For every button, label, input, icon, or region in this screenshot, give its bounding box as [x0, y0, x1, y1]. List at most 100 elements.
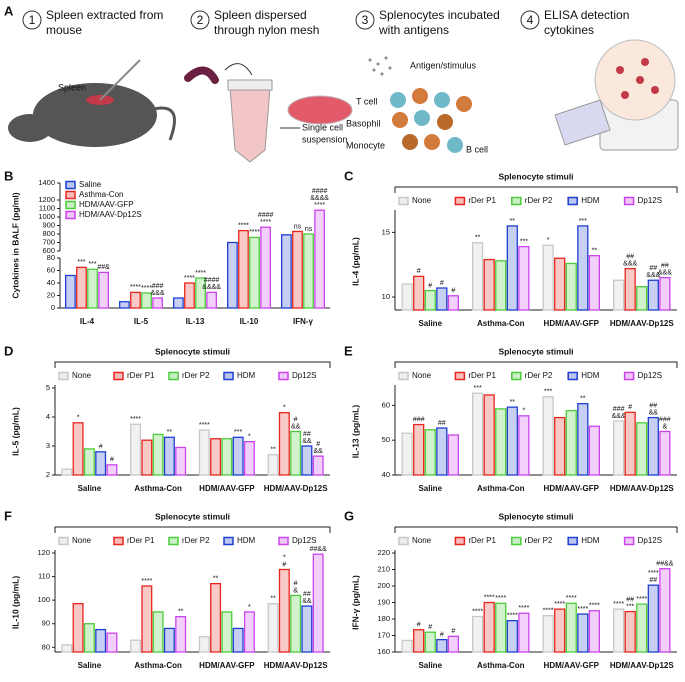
bar	[565, 262, 577, 311]
bar	[152, 433, 164, 476]
x-tick-label: HDM/AAV-Dp12S	[264, 484, 329, 493]
step-number: 4	[527, 13, 534, 27]
x-tick-label: IL-4	[80, 317, 95, 326]
bar	[210, 438, 222, 476]
bracket	[394, 186, 678, 193]
y-tick-label: 40	[382, 470, 390, 479]
annotation: #	[316, 441, 320, 448]
bar	[249, 236, 260, 309]
step-text: Spleen extracted from	[46, 8, 163, 22]
legend-label: None	[72, 536, 92, 545]
bar	[647, 279, 659, 311]
legend-swatch	[398, 371, 409, 381]
bar	[506, 620, 518, 653]
annotation: ##	[649, 265, 657, 272]
panel-a: A 1 Spleen extracted from mouse 2 Spleen…	[4, 3, 679, 163]
annotation: #	[294, 580, 298, 587]
bar	[175, 446, 187, 476]
spleen-piece	[184, 66, 219, 84]
bar	[483, 394, 495, 476]
bar	[312, 455, 324, 476]
bar	[238, 229, 249, 309]
annotation: ****	[518, 605, 529, 612]
annotation: ***	[474, 385, 482, 392]
bar	[198, 429, 210, 476]
y-tick-label: 110	[38, 572, 50, 581]
legend-label: Saline	[79, 180, 102, 189]
chart-title: Splenocyte stimuli	[498, 346, 573, 356]
panel-label: A	[4, 3, 14, 18]
bar	[152, 611, 164, 653]
bar	[210, 582, 222, 653]
legend-swatch	[567, 371, 578, 381]
bar	[141, 292, 152, 309]
bar	[130, 639, 142, 653]
y-tick-label: 210	[377, 564, 390, 573]
annotation: ####	[204, 277, 220, 284]
y-tick-label: 1400	[38, 178, 55, 187]
legend-swatch	[113, 371, 124, 381]
y-axis-label: IL-10 (pg/mL)	[10, 576, 20, 630]
bar	[95, 628, 107, 653]
annotation: ##	[649, 402, 657, 409]
bar	[61, 468, 73, 476]
annotation: #	[417, 268, 421, 275]
bar	[647, 584, 659, 653]
annotation: **	[475, 235, 481, 242]
bar	[495, 408, 507, 476]
y-tick-label: 60	[47, 265, 55, 274]
bar	[577, 225, 589, 311]
annotation: ***	[88, 261, 96, 268]
bar	[141, 585, 153, 653]
annotation: ##&&	[310, 546, 327, 553]
x-tick-label: HDM/AAV-GFP	[544, 484, 600, 493]
y-tick-label: 40	[47, 278, 55, 287]
bar	[424, 631, 436, 653]
annotation: ****	[566, 595, 577, 602]
annotation: ###	[613, 406, 625, 413]
bar	[106, 632, 118, 653]
annotation: ****	[141, 285, 152, 292]
annotation: **	[178, 608, 184, 615]
legend-label: HDM	[581, 371, 600, 380]
legend-label: HDM/AAV-Dp12S	[79, 210, 142, 219]
bar	[232, 436, 244, 476]
x-tick-label: IFN-γ	[293, 317, 314, 326]
legend-label: rDer P2	[182, 371, 210, 380]
bar	[577, 613, 589, 653]
x-tick-label: IL-10	[240, 317, 259, 326]
bar	[495, 260, 507, 311]
bar	[577, 403, 589, 476]
legend-swatch	[65, 190, 76, 200]
bar	[483, 258, 495, 311]
y-tick-label: 80	[42, 642, 50, 651]
bar	[624, 267, 636, 311]
bracket	[54, 526, 331, 533]
bar	[152, 297, 163, 309]
bar	[447, 434, 460, 476]
bar	[232, 627, 244, 653]
panel-label: E	[344, 343, 353, 358]
annotation: ###	[413, 416, 425, 423]
x-tick-label: IL-5	[134, 317, 149, 326]
annotation: ****	[130, 416, 141, 423]
x-tick-label: HDM/AAV-Dp12S	[610, 661, 675, 670]
bar	[290, 594, 302, 653]
y-tick-label: 600	[42, 246, 55, 255]
y-tick-label: 5	[46, 383, 50, 392]
bar	[518, 245, 530, 311]
dish	[287, 95, 353, 125]
bar	[518, 612, 530, 653]
legend-label: Dp12S	[292, 536, 316, 545]
panel-label: G	[344, 508, 354, 523]
annotation: ****	[314, 202, 325, 209]
y-tick-label: 3	[46, 441, 50, 450]
bar	[243, 440, 255, 476]
bar	[278, 411, 290, 476]
y-tick-label: 1000	[38, 212, 55, 221]
mouse-head	[8, 114, 52, 142]
annotation: ****	[554, 601, 565, 608]
annotation: ****	[636, 596, 647, 603]
tube-cap	[227, 79, 273, 91]
bar	[565, 409, 577, 476]
